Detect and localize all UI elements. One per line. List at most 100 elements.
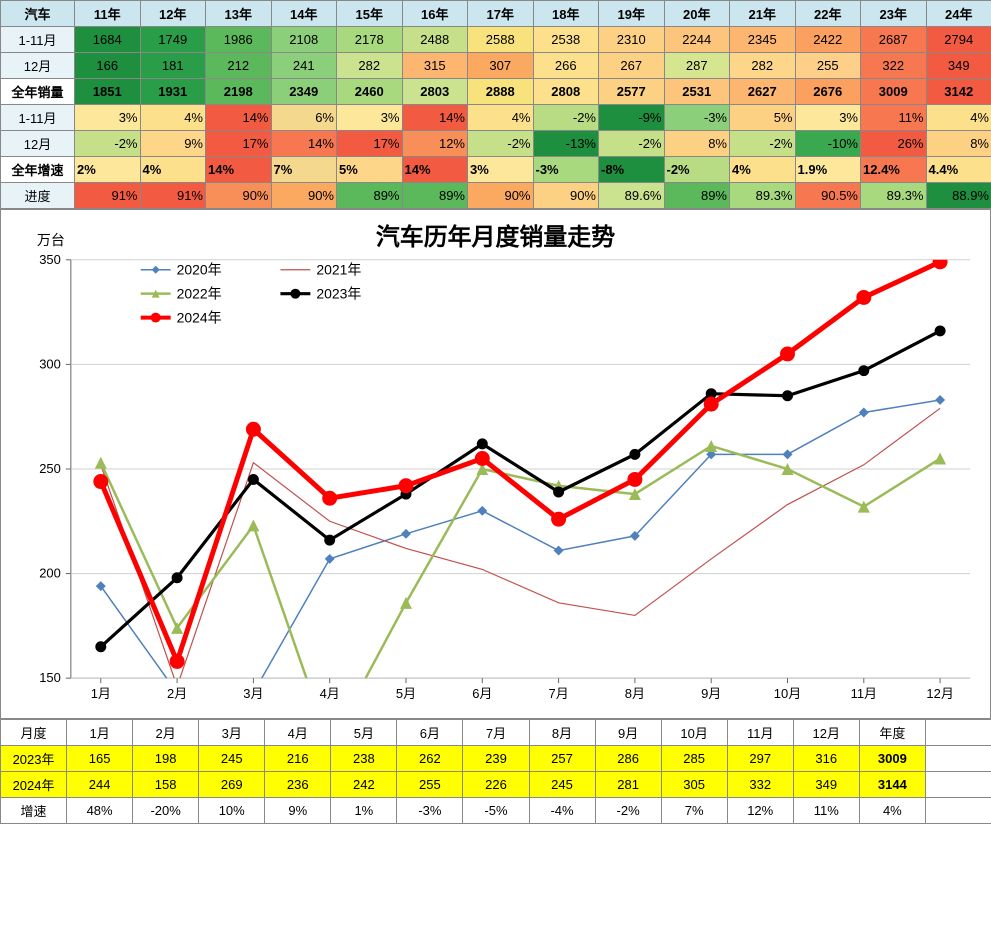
bottom-cell: 年度 [859, 720, 925, 746]
heatmap-cell: 1684 [75, 27, 141, 53]
heatmap-cell: 4% [140, 105, 206, 131]
heatmap-cell: 2676 [795, 79, 861, 105]
bottom-cell: 11% [793, 798, 859, 824]
heatmap-cell: 3% [75, 105, 141, 131]
bottom-cell: 2月 [133, 720, 199, 746]
heatmap-cell: 14% [271, 131, 337, 157]
heatmap-cell: 3142 [926, 79, 991, 105]
heatmap-cell: 4% [926, 105, 991, 131]
heatmap-cell: -13% [533, 131, 599, 157]
heatmap-cell: 181 [140, 53, 206, 79]
bottom-cell: 4% [859, 798, 925, 824]
heatmap-cell: 14% [206, 105, 272, 131]
heatmap-cell: 2% [75, 157, 141, 183]
bottom-cell: 285 [661, 746, 727, 772]
svg-text:200: 200 [39, 566, 61, 581]
heatmap-cell: 90.5% [795, 183, 861, 209]
heatmap-cell: 11% [861, 105, 927, 131]
heatmap-cell: -2% [533, 105, 599, 131]
bottom-cell: 4月 [265, 720, 331, 746]
bottom-cell: -2% [595, 798, 661, 824]
heatmap-cell: -8% [599, 157, 665, 183]
bottom-cell [925, 720, 991, 746]
heatmap-cell: 2808 [533, 79, 599, 105]
year-header: 24年 [926, 1, 991, 27]
heatmap-cell: 9% [140, 131, 206, 157]
heatmap-cell: 315 [402, 53, 468, 79]
top-table-corner: 汽车 [1, 1, 75, 27]
heatmap-cell: 89.6% [599, 183, 665, 209]
heatmap-cell: 166 [75, 53, 141, 79]
heatmap-cell: 3% [795, 105, 861, 131]
heatmap-cell: 2687 [861, 27, 927, 53]
bottom-cell: 月度 [1, 720, 67, 746]
bottom-cell: 10% [199, 798, 265, 824]
year-header: 17年 [468, 1, 534, 27]
heatmap-cell: 14% [402, 157, 468, 183]
heatmap-cell: -2% [468, 131, 534, 157]
heatmap-cell: 212 [206, 53, 272, 79]
bottom-cell: 6月 [397, 720, 463, 746]
heatmap-cell: 2588 [468, 27, 534, 53]
heatmap-cell: 4% [468, 105, 534, 131]
bottom-cell: 239 [463, 746, 529, 772]
bottom-cell: 12% [727, 798, 793, 824]
heatmap-cell: 1851 [75, 79, 141, 105]
bottom-cell: 262 [397, 746, 463, 772]
heatmap-cell: 2422 [795, 27, 861, 53]
heatmap-cell: 2538 [533, 27, 599, 53]
heatmap-cell: 14% [206, 157, 272, 183]
svg-text:7月: 7月 [549, 686, 569, 701]
bottom-cell: 238 [331, 746, 397, 772]
bottom-cell: 349 [793, 772, 859, 798]
bottom-cell: 12月 [793, 720, 859, 746]
heatmap-cell: -10% [795, 131, 861, 157]
heatmap-cell: 26% [861, 131, 927, 157]
bottom-cell: 7% [661, 798, 727, 824]
heatmap-cell: -2% [664, 157, 730, 183]
heatmap-cell: 255 [795, 53, 861, 79]
heatmap-cell: 2178 [337, 27, 403, 53]
heatmap-cell: 88.9% [926, 183, 991, 209]
heatmap-cell: 90% [271, 183, 337, 209]
heatmap-cell: 90% [206, 183, 272, 209]
heatmap-cell: 89% [337, 183, 403, 209]
heatmap-cell: 2627 [730, 79, 796, 105]
svg-text:10月: 10月 [774, 686, 801, 701]
heatmap-cell: -3% [664, 105, 730, 131]
heatmap-cell: 2531 [664, 79, 730, 105]
bottom-cell: 2024年 [1, 772, 67, 798]
heatmap-cell: 1749 [140, 27, 206, 53]
bottom-cell [925, 772, 991, 798]
bottom-cell: 3009 [859, 746, 925, 772]
svg-text:150: 150 [39, 670, 61, 685]
year-header: 22年 [795, 1, 861, 27]
heatmap-cell: 2888 [468, 79, 534, 105]
row-label: 全年销量 [1, 79, 75, 105]
year-header: 21年 [730, 1, 796, 27]
heatmap-cell: 12.4% [861, 157, 927, 183]
year-header: 14年 [271, 1, 337, 27]
heatmap-cell: 90% [533, 183, 599, 209]
bottom-cell: 1月 [67, 720, 133, 746]
bottom-cell: 245 [529, 772, 595, 798]
heatmap-cell: 2349 [271, 79, 337, 105]
heatmap-cell: 2460 [337, 79, 403, 105]
heatmap-cell: 1931 [140, 79, 206, 105]
svg-text:6月: 6月 [472, 686, 492, 701]
bottom-cell: -4% [529, 798, 595, 824]
svg-text:250: 250 [39, 461, 61, 476]
year-header: 23年 [861, 1, 927, 27]
bottom-cell: 242 [331, 772, 397, 798]
heatmap-cell: 89.3% [730, 183, 796, 209]
heatmap-cell: 2577 [599, 79, 665, 105]
heatmap-cell: 6% [271, 105, 337, 131]
bottom-cell: 226 [463, 772, 529, 798]
bottom-cell: 165 [67, 746, 133, 772]
svg-text:1月: 1月 [91, 686, 111, 701]
heatmap-cell: 91% [140, 183, 206, 209]
bottom-cell: 216 [265, 746, 331, 772]
heatmap-cell: 266 [533, 53, 599, 79]
heatmap-cell: 90% [468, 183, 534, 209]
heatmap-cell: 3% [468, 157, 534, 183]
